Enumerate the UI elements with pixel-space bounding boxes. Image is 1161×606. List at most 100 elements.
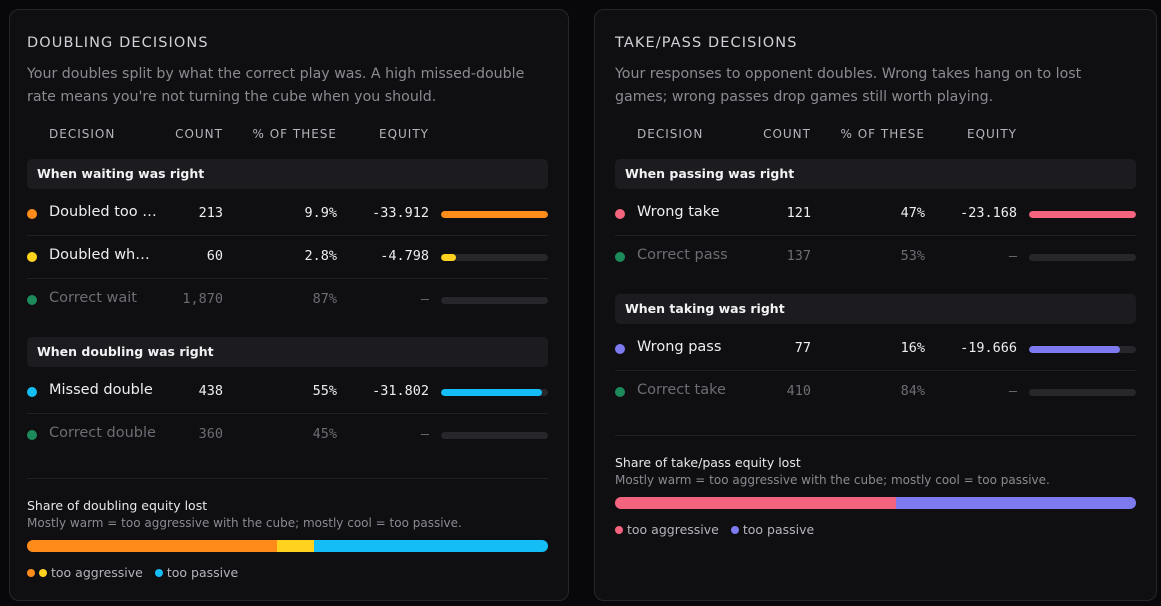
header-pct: % OF THESE: [252, 127, 337, 141]
row-color-dot: [27, 295, 37, 305]
table-header: DECISION COUNT % OF THESE EQUITY: [27, 127, 548, 143]
legend-dot-purple: [730, 525, 739, 534]
legend-dot-cyan: [154, 568, 163, 577]
row-pct: 53%: [900, 248, 925, 264]
row-equity: -23.168: [960, 205, 1017, 221]
row-color-dot: [27, 252, 37, 262]
row-color-dot: [615, 209, 625, 219]
row-equity: –: [1008, 383, 1017, 399]
share-segment: [615, 497, 897, 509]
row-decision-name: Missed double: [49, 382, 153, 398]
row-pct: 9.9%: [304, 205, 337, 221]
header-decision: DECISION: [637, 127, 704, 141]
row-decision-name: Wrong take: [637, 204, 720, 220]
row-color-dot: [615, 344, 625, 354]
row-decision-name: Wrong pass: [637, 339, 722, 355]
header-equity: EQUITY: [966, 127, 1017, 141]
share-legend: too aggressive too passive: [27, 565, 238, 580]
row-equity: -31.802: [372, 383, 429, 399]
equity-share-bar: [27, 540, 548, 552]
row-count: 410: [786, 383, 811, 399]
row-count: 213: [198, 205, 223, 221]
group-header-passing: When passing was right: [615, 159, 1136, 189]
row-equity-bar-fill: [1029, 211, 1136, 218]
table-row[interactable]: Correct take 410 84% –: [615, 371, 1136, 414]
table-row[interactable]: Wrong take 121 47% -23.168: [615, 193, 1136, 236]
row-equity-bar: [441, 211, 548, 218]
table-row[interactable]: Missed double 438 55% -31.802: [27, 371, 548, 414]
row-color-dot: [615, 387, 625, 397]
take-pass-decisions-panel: TAKE/PASS DECISIONS Your responses to op…: [594, 9, 1157, 601]
panel-description: Your responses to opponent doubles. Wron…: [615, 66, 1082, 105]
legend-dot-red: [615, 525, 623, 534]
row-equity-bar: [441, 297, 548, 304]
row-pct: 87%: [312, 291, 337, 307]
legend-passive-label: too passive: [166, 565, 239, 580]
row-count: 1,870: [182, 291, 223, 307]
row-count: 121: [786, 205, 811, 221]
row-equity-bar-fill: [441, 211, 548, 218]
share-subtitle: Mostly warm = too aggressive with the cu…: [27, 516, 462, 530]
legend-passive-label: too passive: [742, 522, 815, 537]
header-count: COUNT: [175, 127, 223, 141]
row-color-dot: [27, 387, 37, 397]
row-pct: 2.8%: [304, 248, 337, 264]
row-equity: -4.798: [380, 248, 429, 264]
row-count: 438: [198, 383, 223, 399]
panel-description: Your doubles split by what the correct p…: [27, 66, 525, 105]
row-color-dot: [27, 209, 37, 219]
row-equity-bar: [441, 254, 548, 261]
table-row[interactable]: Doubled too … 213 9.9% -33.912: [27, 193, 548, 236]
header-count: COUNT: [763, 127, 811, 141]
group-header-doubling: When doubling was right: [27, 337, 548, 367]
header-equity: EQUITY: [378, 127, 429, 141]
share-subtitle: Mostly warm = too aggressive with the cu…: [615, 473, 1050, 487]
share-legend: too aggressive too passive: [615, 522, 814, 537]
row-count: 137: [786, 248, 811, 264]
share-segment: [313, 540, 548, 552]
row-color-dot: [615, 252, 625, 262]
table-row[interactable]: Wrong pass 77 16% -19.666: [615, 328, 1136, 371]
table-row[interactable]: Correct wait 1,870 87% –: [27, 279, 548, 322]
table-row[interactable]: Correct double 360 45% –: [27, 414, 548, 457]
row-equity-bar: [1029, 254, 1136, 261]
share-title: Share of doubling equity lost: [27, 498, 208, 513]
group-header-waiting: When waiting was right: [27, 159, 548, 189]
row-count: 77: [794, 340, 811, 356]
row-pct: 84%: [900, 383, 925, 399]
share-segment: [277, 540, 314, 552]
group-header-taking: When taking was right: [615, 294, 1136, 324]
panel-title: DOUBLING DECISIONS: [27, 35, 209, 51]
table-row[interactable]: Doubled whe… 60 2.8% -4.798: [27, 236, 548, 279]
header-decision: DECISION: [49, 127, 116, 141]
share-title: Share of take/pass equity lost: [615, 455, 801, 470]
row-count: 60: [206, 248, 223, 264]
table-row[interactable]: Correct pass 137 53% –: [615, 236, 1136, 279]
row-decision-name: Doubled too …: [49, 204, 157, 220]
doubling-decisions-panel: DOUBLING DECISIONS Your doubles split by…: [9, 9, 569, 601]
row-equity-bar: [441, 432, 548, 439]
row-decision-name: Correct double: [49, 425, 156, 441]
row-pct: 16%: [900, 340, 925, 356]
row-equity: –: [1008, 248, 1017, 264]
row-equity-bar-fill: [1029, 346, 1120, 353]
legend-aggressive-label: too aggressive: [51, 565, 143, 580]
table-header: DECISION COUNT % OF THESE EQUITY: [615, 127, 1136, 143]
row-color-dot: [27, 430, 37, 440]
header-pct: % OF THESE: [840, 127, 925, 141]
legend-dot-yellow: [39, 568, 47, 577]
section-divider: [615, 435, 1136, 436]
row-equity-bar: [1029, 389, 1136, 396]
row-pct: 45%: [312, 426, 337, 442]
share-segment: [27, 540, 278, 552]
row-equity: -19.666: [960, 340, 1017, 356]
row-equity-bar-fill: [441, 389, 542, 396]
legend-dot-orange: [27, 568, 35, 577]
row-equity: -33.912: [372, 205, 429, 221]
section-divider: [27, 478, 548, 479]
row-equity: –: [420, 426, 429, 442]
share-segment: [896, 497, 1136, 509]
row-equity-bar: [1029, 211, 1136, 218]
row-decision-name: Correct take: [637, 382, 726, 398]
row-count: 360: [198, 426, 223, 442]
